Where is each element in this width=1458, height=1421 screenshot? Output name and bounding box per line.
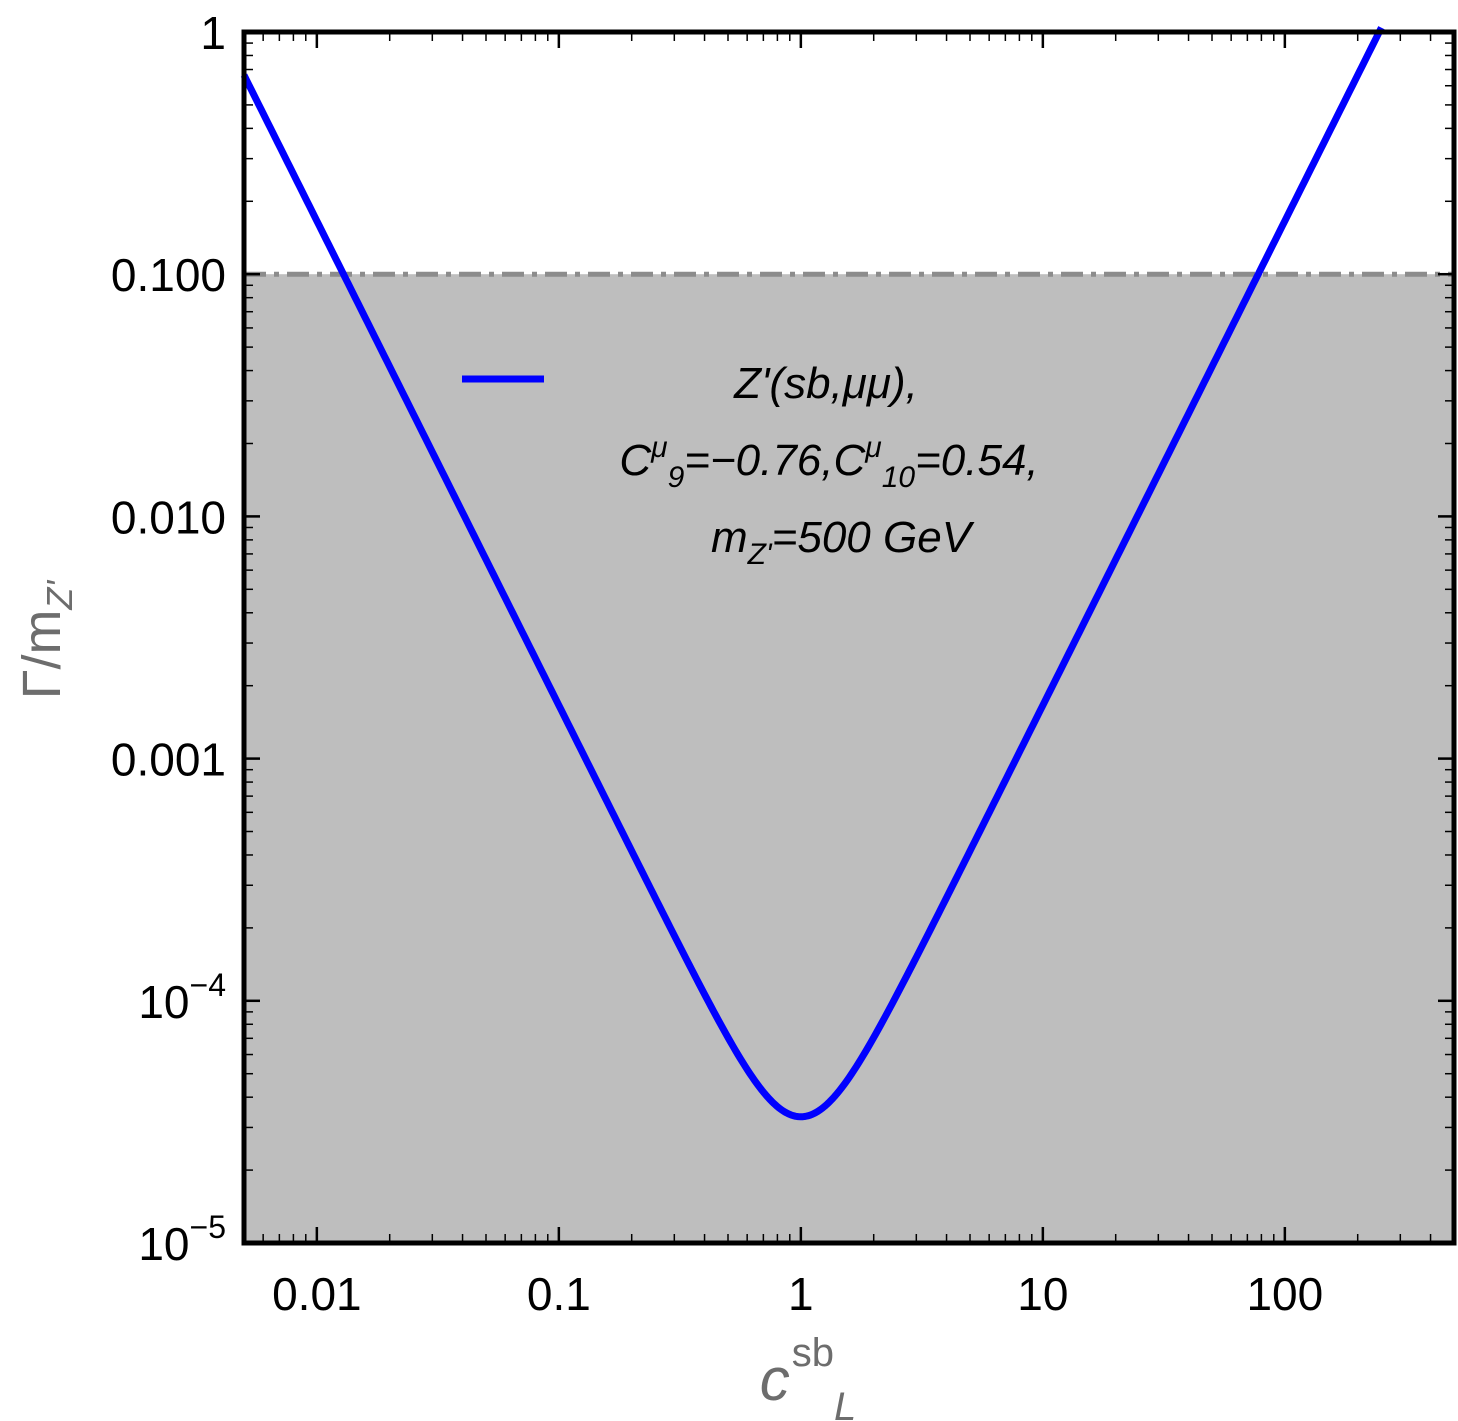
y-axis-title-main: Γ/m [12, 610, 72, 700]
plot-frame [241, 29, 1457, 1246]
x-axis-title-main: c [760, 1346, 790, 1413]
x-tick-labels: 0.01 0.1 1 10 100 [272, 1268, 1323, 1320]
y-tick-label: 0.010 [111, 491, 226, 543]
y-tick-label: 0.001 [111, 734, 226, 786]
y-axis-title: Γ/mZ' [12, 580, 80, 700]
y-axis-title-sub: Z' [39, 580, 80, 611]
y-tick-label: 0.100 [111, 249, 226, 301]
y-tick-labels: 1 0.100 0.010 0.001 10−4 10−5 [111, 7, 226, 1270]
y-tick-label: 10−4 [138, 967, 226, 1028]
x-tick-label: 10 [1017, 1268, 1068, 1320]
shaded-region [244, 274, 1454, 1243]
x-axis-title-sup: sb [792, 1331, 834, 1375]
y-tick-exponent: −4 [190, 967, 226, 1003]
x-tick-label: 0.1 [527, 1268, 591, 1320]
legend: Z'(sb,μμ), Cμ9=−0.76,Cμ10=0.54, mZ'=500 Ge… [462, 359, 1039, 571]
y-tick-label: 1 [200, 7, 226, 59]
legend-line: mZ'=500 GeV [711, 513, 975, 571]
x-tick-label: 1 [788, 1268, 814, 1320]
x-tick-label: 0.01 [272, 1268, 362, 1320]
x-axis-title-sub: L [834, 1385, 856, 1421]
y-tick-exponent: −5 [190, 1209, 226, 1245]
x-tick-label: 100 [1246, 1268, 1323, 1320]
legend-line: Z'(sb,μμ), [733, 359, 918, 408]
y-tick-label: 10−5 [138, 1209, 226, 1270]
legend-line: Cμ9=−0.76,Cμ10=0.54, [619, 431, 1038, 494]
series-line [240, 26, 1385, 1121]
x-axis-title: csbL [760, 1331, 857, 1421]
